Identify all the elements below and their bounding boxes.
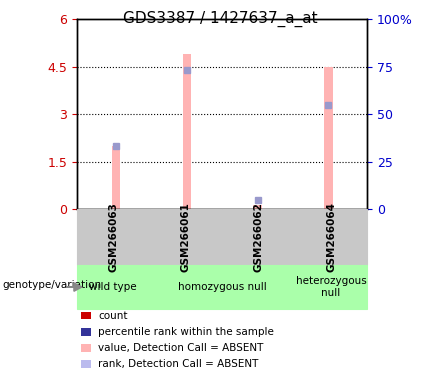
Text: GSM266063: GSM266063 (108, 202, 118, 272)
Bar (112, 146, 120, 209)
Text: GSM266062: GSM266062 (253, 202, 264, 272)
Bar (183, 54, 191, 209)
Text: homozygous null: homozygous null (178, 282, 267, 292)
Text: count: count (98, 311, 128, 321)
Text: GSM266064: GSM266064 (326, 202, 336, 272)
Text: GSM266061: GSM266061 (181, 202, 191, 272)
Text: genotype/variation: genotype/variation (2, 280, 101, 290)
Bar (253, 205, 262, 209)
Text: heterozygous
null: heterozygous null (296, 276, 367, 298)
Text: rank, Detection Call = ABSENT: rank, Detection Call = ABSENT (98, 359, 258, 369)
Text: value, Detection Call = ABSENT: value, Detection Call = ABSENT (98, 343, 264, 353)
Text: wild type: wild type (89, 282, 137, 292)
Text: percentile rank within the sample: percentile rank within the sample (98, 327, 274, 337)
Bar (324, 67, 333, 209)
Text: GDS3387 / 1427637_a_at: GDS3387 / 1427637_a_at (123, 11, 317, 27)
